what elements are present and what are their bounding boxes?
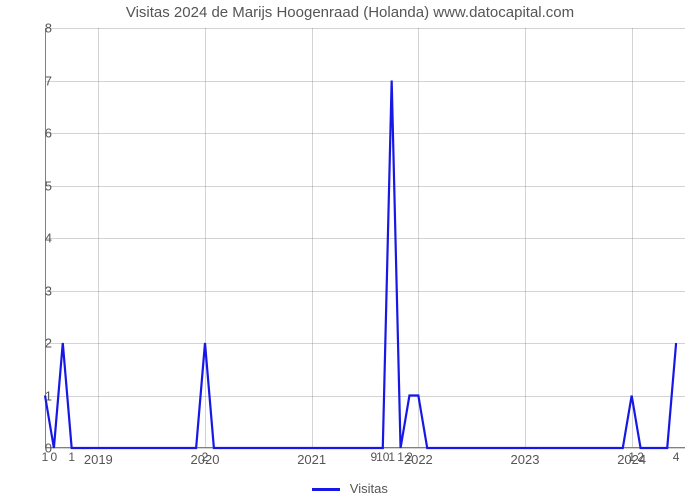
x-tick-label: 2024 — [617, 452, 646, 467]
x-tick-label: 2019 — [84, 452, 113, 467]
x-tick-label: 2023 — [511, 452, 540, 467]
y-tick-label: 4 — [12, 231, 52, 246]
chart-title: Visitas 2024 de Marijs Hoogenraad (Holan… — [0, 4, 700, 21]
y-tick-label: 3 — [12, 283, 52, 298]
x-tick-label: 2021 — [297, 452, 326, 467]
x-tick-label: 2022 — [404, 452, 433, 467]
y-tick-label: 8 — [12, 21, 52, 36]
y-tick-label: 7 — [12, 73, 52, 88]
x-tick-label: 2020 — [191, 452, 220, 467]
value-label: 4 — [673, 450, 680, 464]
legend-swatch — [312, 488, 340, 491]
value-label: 1 — [388, 450, 395, 464]
y-tick-label: 5 — [12, 178, 52, 193]
legend-label: Visitas — [350, 481, 388, 496]
y-tick-label: 0 — [12, 441, 52, 456]
legend: Visitas — [0, 481, 700, 496]
y-tick-label: 6 — [12, 126, 52, 141]
visits-chart: Visitas 2024 de Marijs Hoogenraad (Holan… — [0, 0, 700, 500]
y-tick-label: 1 — [12, 388, 52, 403]
value-label: 1 — [68, 450, 75, 464]
plot-area: 1012910112124 — [45, 28, 685, 448]
line-series — [45, 28, 685, 448]
y-tick-label: 2 — [12, 336, 52, 351]
